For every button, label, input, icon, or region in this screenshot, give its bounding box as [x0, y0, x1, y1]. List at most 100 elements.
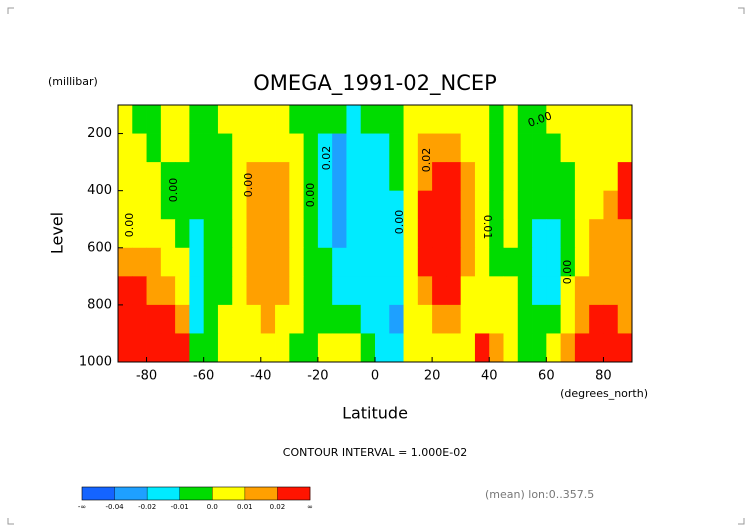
contour-cell: [389, 304, 404, 334]
contour-cell: [175, 304, 190, 334]
contour-label: 0.00: [561, 260, 574, 285]
contour-cell: [532, 247, 547, 277]
contour-cell: [317, 162, 333, 192]
contour-cell: [574, 247, 590, 277]
contour-cell: [146, 219, 162, 249]
contour-cell: [346, 105, 362, 134]
contour-cell: [617, 333, 633, 363]
colorbar-label: -0.01: [171, 503, 189, 511]
contour-cell: [474, 219, 490, 249]
contour-cell: [132, 190, 147, 220]
contour-field: [118, 105, 633, 363]
y-tick-label: 200: [87, 126, 112, 141]
contour-cell: [360, 105, 376, 134]
contour-cell: [403, 133, 419, 163]
contour-cell: [160, 247, 176, 277]
contour-cell: [246, 190, 262, 220]
contour-cell: [574, 219, 590, 249]
contour-cell: [589, 247, 604, 277]
contour-cell: [617, 105, 633, 134]
contour-cell: [532, 276, 547, 306]
contour-cell: [503, 304, 519, 334]
contour-cell: [260, 304, 276, 334]
contour-cell: [474, 133, 490, 163]
contour-cell: [460, 133, 476, 163]
contour-cell: [489, 247, 504, 277]
contour-cell: [546, 304, 562, 334]
contour-cell: [317, 247, 333, 277]
contour-cell: [560, 133, 576, 163]
contour-cell: [375, 190, 390, 220]
x-tick-label: 60: [538, 369, 555, 384]
contour-cell: [417, 276, 433, 306]
contour-label: 0.00: [167, 178, 180, 203]
contour-cell: [489, 333, 504, 363]
contour-cell: [560, 219, 576, 249]
contour-cell: [546, 276, 562, 306]
contour-cell: [375, 162, 390, 192]
contour-cell: [532, 333, 547, 363]
contour-cell: [232, 304, 247, 334]
contour-cell: [375, 276, 390, 306]
contour-cell: [389, 276, 404, 306]
contour-cell: [589, 105, 604, 134]
contour-cell: [446, 333, 462, 363]
contour-cell: [246, 276, 262, 306]
contour-cell: [217, 162, 233, 192]
contour-cell: [460, 247, 476, 277]
contour-cell: [289, 247, 305, 277]
colorbar-swatch: [179, 487, 213, 500]
contour-cell: [446, 133, 462, 163]
contour-cell: [432, 276, 447, 306]
contour-cell: [574, 190, 590, 220]
contour-cell: [260, 276, 276, 306]
contour-cell: [403, 247, 419, 277]
contour-cell: [332, 190, 347, 220]
contour-cell: [160, 162, 176, 192]
contour-cell: [517, 133, 533, 163]
contour-cell: [603, 105, 619, 134]
contour-cell: [332, 247, 347, 277]
contour-cell: [303, 105, 319, 134]
contour-cell: [132, 333, 147, 363]
contour-cell: [160, 105, 176, 134]
contour-cell: [317, 304, 333, 334]
contour-cell: [403, 304, 419, 334]
contour-cell: [446, 276, 462, 306]
contour-cell: [260, 190, 276, 220]
contour-cell: [417, 333, 433, 363]
contour-cell: [275, 276, 290, 306]
contour-cell: [132, 133, 147, 163]
y-tick-label: 1000: [79, 355, 112, 370]
contour-cell: [460, 219, 476, 249]
contour-cell: [389, 219, 404, 249]
contour-cell: [532, 162, 547, 192]
contour-cell: [317, 276, 333, 306]
contour-cell: [460, 276, 476, 306]
contour-cell: [603, 333, 619, 363]
contour-cell: [474, 276, 490, 306]
contour-cell: [403, 190, 419, 220]
contour-cell: [175, 276, 190, 306]
contour-cell: [189, 105, 205, 134]
contour-cell: [118, 304, 133, 334]
contour-cell: [160, 276, 176, 306]
contour-cell: [532, 304, 547, 334]
contour-cell: [275, 219, 290, 249]
contour-cell: [432, 105, 447, 134]
contour-cell: [403, 162, 419, 192]
contour-cell: [503, 190, 519, 220]
contour-cell: [403, 276, 419, 306]
contour-cell: [617, 190, 633, 220]
contour-cell: [503, 333, 519, 363]
contour-cell: [460, 333, 476, 363]
contour-cell: [489, 190, 504, 220]
contour-cell: [146, 276, 162, 306]
colorbar-label: ∞: [307, 503, 313, 511]
contour-cell: [517, 105, 533, 134]
contour-cell: [617, 162, 633, 192]
contour-cell: [574, 276, 590, 306]
contour-cell: [517, 247, 533, 277]
contour-cell: [317, 333, 333, 363]
